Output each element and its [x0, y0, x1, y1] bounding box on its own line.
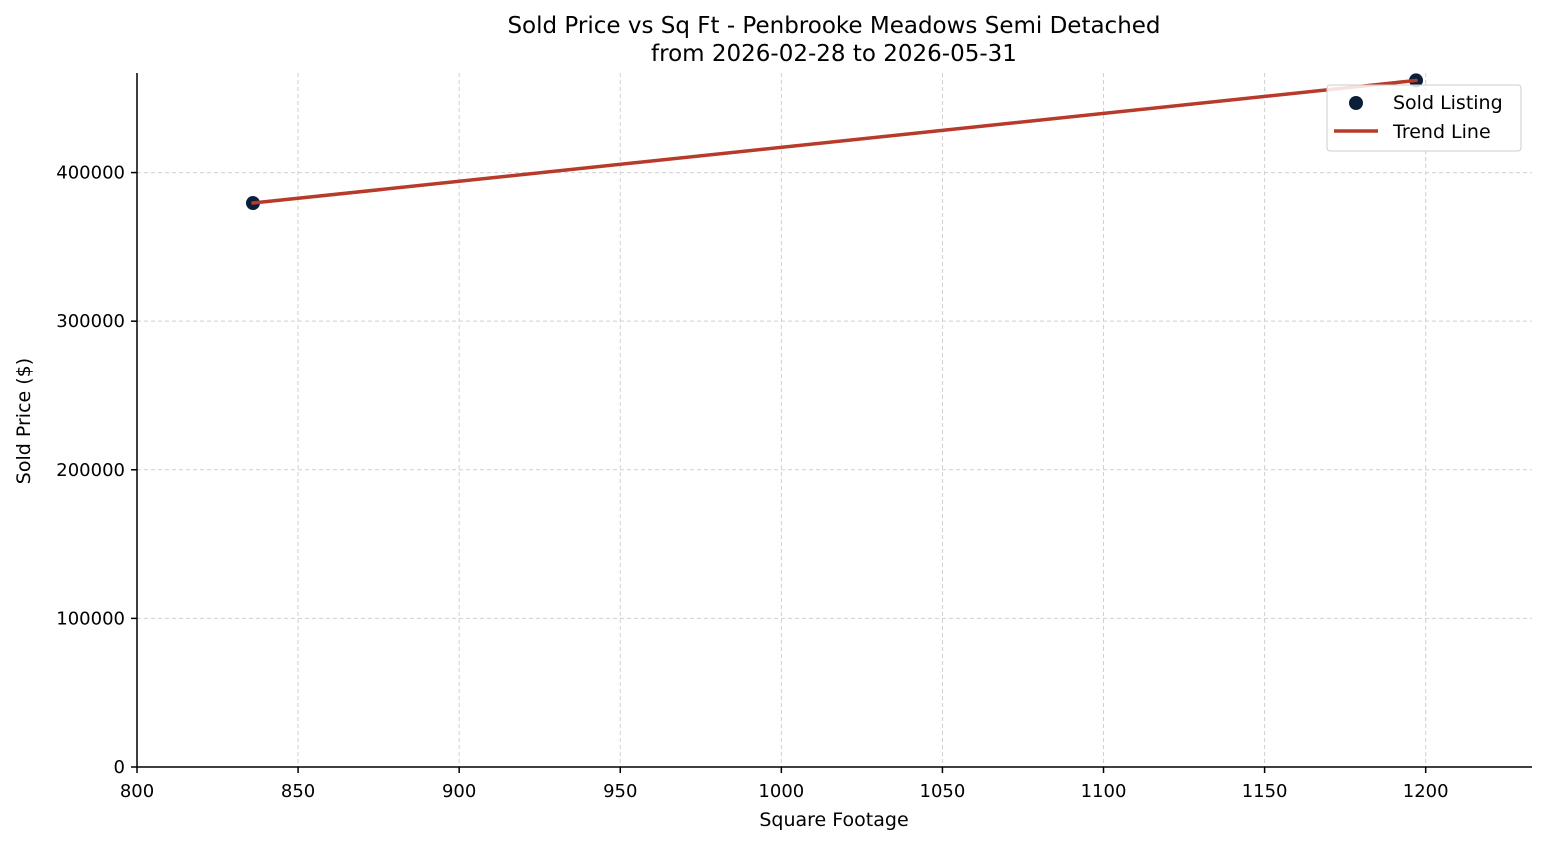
x-tick-label: 800 — [120, 781, 154, 802]
x-tick-label: 1100 — [1081, 781, 1127, 802]
y-tick-label: 100000 — [56, 608, 125, 629]
series — [245, 73, 1424, 211]
y-tick-label: 0 — [114, 757, 125, 778]
x-axis-label: Square Footage — [759, 809, 908, 831]
tick-labels: 800 850 900 950 1000 1050 1100 1150 1200 0 100000 2… — [56, 163, 1448, 802]
x-tick-label: 1050 — [920, 781, 966, 802]
legend-marker-sold-listing — [1349, 96, 1363, 110]
axes — [131, 73, 1532, 773]
legend-label-sold-listing: Sold Listing — [1393, 92, 1503, 114]
x-tick-label: 1200 — [1403, 781, 1449, 802]
x-tick-label: 1000 — [758, 781, 804, 802]
chart-title-line-1: Sold Price vs Sq Ft - Penbrooke Meadows … — [507, 13, 1160, 39]
legend-box — [1326, 84, 1522, 152]
legend: Sold Listing Trend Line — [1326, 84, 1522, 152]
x-tick-label: 900 — [442, 781, 476, 802]
y-axis-label: Sold Price ($) — [13, 358, 35, 484]
chart-title-line-2: from 2026-02-28 to 2026-05-31 — [651, 41, 1017, 67]
y-tick-label: 300000 — [56, 311, 125, 332]
legend-label-trend-line: Trend Line — [1392, 121, 1491, 143]
x-tick-label: 850 — [281, 781, 315, 802]
x-tick-label: 1150 — [1242, 781, 1288, 802]
x-tick-label: 950 — [603, 781, 637, 802]
y-tick-label: 200000 — [56, 460, 125, 481]
trend-line — [251, 78, 1418, 205]
grid — [137, 73, 1532, 767]
y-tick-label: 400000 — [56, 163, 125, 184]
